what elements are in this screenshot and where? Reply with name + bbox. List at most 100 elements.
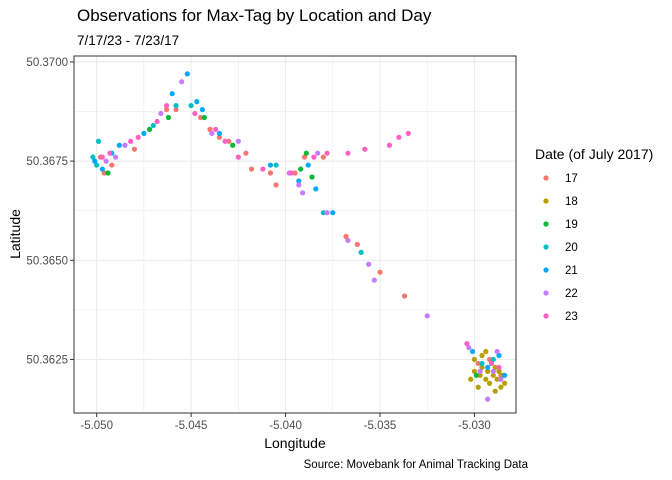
data-point-day-22 [158, 110, 164, 117]
data-point-day-23 [488, 360, 495, 367]
data-point-day-17 [354, 241, 360, 248]
data-point-day-23 [235, 154, 241, 160]
legend-key-day-21 [543, 267, 549, 273]
legend-key-day-19 [543, 221, 549, 227]
data-point-day-23 [386, 142, 393, 148]
data-point-day-20 [273, 162, 279, 168]
data-point-day-18 [492, 388, 498, 394]
data-point-day-22 [490, 368, 496, 374]
y-tick-label: 50.3700 [26, 57, 68, 69]
data-point-day-18 [479, 352, 485, 359]
data-point-day-23 [396, 134, 402, 140]
data-point-day-23 [154, 118, 160, 125]
data-point-day-21 [184, 71, 190, 77]
data-point-day-17 [377, 269, 383, 275]
data-point-day-17 [207, 126, 213, 132]
data-point-day-22 [179, 79, 185, 85]
data-point-day-18 [471, 356, 478, 363]
data-point-day-21 [502, 372, 508, 378]
data-point-day-18 [494, 376, 500, 382]
data-point-day-17 [343, 233, 349, 240]
data-point-day-17 [216, 134, 223, 140]
data-point-day-22 [371, 277, 377, 283]
axes: -5.050 -5.045 -5.040 -5.035 -5.030 50.3625 50.… [26, 57, 490, 432]
data-point-day-23 [135, 134, 141, 140]
y-tick-label: 50.3675 [26, 156, 68, 168]
data-point-day-21 [116, 142, 122, 148]
data-point-day-20 [150, 122, 156, 129]
data-point-day-22 [466, 344, 472, 351]
data-point-day-21 [485, 364, 491, 370]
data-point-day-20 [358, 249, 364, 255]
legend-key-day-20 [543, 244, 549, 250]
y-axis-title: Latitude [7, 209, 23, 259]
legend-key-day-18 [543, 198, 549, 204]
data-point-day-17 [226, 138, 232, 144]
legend-label-day-19: 19 [565, 219, 578, 231]
data-point-day-19 [473, 372, 479, 378]
x-tick-label: -5.030 [458, 420, 491, 432]
data-point-day-21 [267, 162, 274, 168]
data-point-day-22 [103, 158, 109, 164]
x-tick-label: -5.045 [175, 420, 208, 432]
data-point-day-22 [424, 313, 430, 319]
legend-key-day-22 [543, 290, 549, 296]
data-point-day-23 [311, 154, 317, 160]
data-point-day-22 [209, 130, 215, 136]
data-point-day-22 [477, 368, 483, 374]
data-point-day-20 [95, 138, 102, 144]
data-point-day-18 [485, 368, 491, 374]
data-point-day-17 [401, 293, 408, 299]
x-axis-title: Longitude [264, 435, 326, 451]
legend-label-day-17: 17 [565, 173, 578, 185]
data-point-day-20 [173, 102, 179, 109]
data-point-day-17 [267, 170, 274, 176]
data-point-day-22 [494, 348, 500, 355]
data-point-day-19 [309, 174, 315, 180]
legend-label-day-18: 18 [565, 196, 578, 208]
data-point-day-23 [222, 138, 228, 144]
data-point-day-17 [486, 356, 493, 363]
chart-subtitle: 7/17/23 - 7/23/17 [77, 33, 180, 48]
data-point-day-23 [192, 110, 198, 117]
legend-key-day-23 [543, 313, 549, 319]
data-point-day-23 [128, 138, 134, 144]
data-point-day-22 [315, 150, 321, 156]
data-point-day-21 [313, 186, 319, 192]
data-point-day-17 [163, 106, 170, 113]
data-point-day-18 [475, 384, 481, 390]
data-point-day-18 [492, 364, 498, 370]
data-point-day-22 [235, 138, 241, 144]
chart-caption: Source: Movebank for Animal Tracking Dat… [303, 459, 528, 471]
data-point-day-17 [248, 166, 255, 172]
data-point-day-18 [471, 368, 478, 374]
data-point-day-20 [94, 162, 100, 168]
data-point-day-23 [260, 166, 266, 172]
data-point-day-23 [345, 150, 351, 156]
data-point-day-20 [90, 154, 96, 160]
data-point-day-19 [303, 150, 309, 156]
x-tick-label: -5.050 [80, 420, 113, 432]
data-point-day-22 [366, 261, 372, 267]
data-point-day-22 [122, 142, 128, 148]
data-point-day-23 [288, 170, 294, 176]
legend-label-day-20: 20 [565, 242, 578, 254]
data-point-day-18 [477, 372, 483, 378]
data-point-day-23 [163, 102, 170, 109]
data-point-day-23 [107, 150, 113, 156]
data-point-day-18 [486, 380, 493, 386]
data-point-day-23 [405, 130, 411, 136]
legend-title: Date (of July 2017) [535, 146, 653, 162]
data-point-day-21 [216, 130, 223, 136]
data-point-day-17 [292, 170, 298, 176]
data-points [90, 71, 508, 402]
chart-title: Observations for Max-Tag by Location and… [77, 6, 432, 25]
data-point-day-22 [345, 237, 351, 244]
data-point-day-22 [485, 396, 491, 402]
data-point-day-20 [490, 356, 496, 363]
legend-label-day-21: 21 [565, 265, 578, 277]
data-point-day-17 [273, 182, 279, 188]
x-tick-label: -5.035 [364, 420, 397, 432]
legend-label-day-22: 22 [565, 288, 578, 300]
